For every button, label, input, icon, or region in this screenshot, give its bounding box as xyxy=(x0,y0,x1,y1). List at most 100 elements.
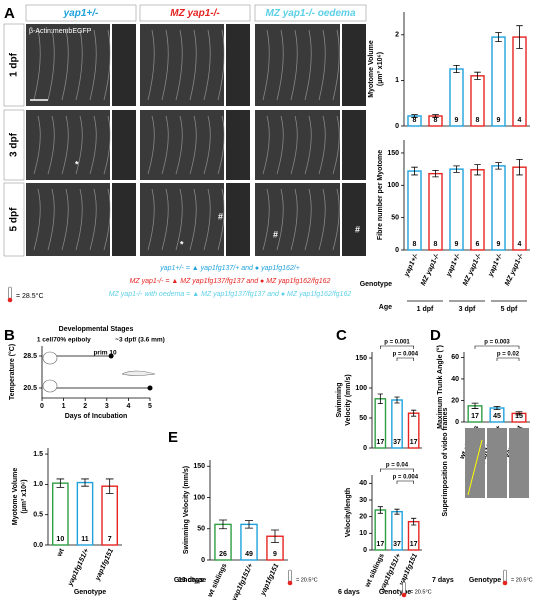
fibre-texture xyxy=(318,29,326,101)
y-tick-label: 28.5 xyxy=(23,353,37,360)
sample-size: 8 xyxy=(476,117,480,124)
stage-label: 70% epiboly xyxy=(53,337,91,344)
fibre-texture xyxy=(161,29,169,101)
y-axis-label: Swimming Velocity (mm/s) xyxy=(183,466,190,554)
y-tick-label: 0 xyxy=(395,123,399,130)
x-tick-label: wt xyxy=(56,547,66,559)
sample-size: 8 xyxy=(413,241,417,248)
row-label: 5 dpf xyxy=(9,207,20,232)
x-tick-label: 3 xyxy=(105,403,109,410)
annotation-mark: # xyxy=(355,224,360,234)
y-tick-label: 40 xyxy=(451,376,459,383)
fibre-texture xyxy=(47,188,55,251)
y-tick-label: 100 xyxy=(355,385,367,392)
x-axis-label: Days of Incubation xyxy=(65,413,128,420)
p-value: p = 0.003 xyxy=(484,340,510,346)
error-bar xyxy=(474,164,481,176)
significance-bracket xyxy=(380,468,414,472)
sample-size: 8 xyxy=(413,117,417,124)
p-value: p = 0.004 xyxy=(393,475,419,481)
micrograph-section xyxy=(342,24,366,106)
fibre-texture xyxy=(290,188,298,251)
fibre-texture xyxy=(203,115,211,175)
genotype-legend: yap1+/- = ▲ yap1fg137/+ and ● yap1fg162/… xyxy=(159,265,300,272)
stage-label: 1 cell xyxy=(37,337,53,344)
fibre-texture xyxy=(103,115,111,175)
fibre-texture xyxy=(147,115,155,175)
side-label: Superimposition of video frames xyxy=(442,407,449,516)
column-header: yap1+/- xyxy=(63,8,99,19)
fibre-texture xyxy=(161,188,169,251)
fibre-texture xyxy=(304,188,312,251)
sample-size: 17 xyxy=(376,541,384,548)
sample-size: 17 xyxy=(376,439,384,446)
p-value: p = 0.04 xyxy=(386,463,409,469)
significance-bracket xyxy=(380,345,414,349)
fibre-texture xyxy=(318,188,326,251)
micrograph xyxy=(255,110,340,180)
genotype-legend: MZ yap1-/- = ▲ MZ yap1fg137/fg137 and ● … xyxy=(130,278,331,285)
panel-letter: E xyxy=(168,429,178,446)
sample-size: 7 xyxy=(108,536,112,543)
fibre-texture xyxy=(276,115,284,175)
y-tick-label: 0 xyxy=(201,557,205,564)
thermometer xyxy=(8,286,12,300)
fibre-texture xyxy=(103,29,111,101)
temperature-note: = 20.5°C xyxy=(296,577,318,583)
micrograph-section xyxy=(226,183,250,256)
stain-label: β-Actin:membEGFP xyxy=(29,28,92,35)
y-tick-label: 0.5 xyxy=(33,512,43,519)
fibre-texture xyxy=(75,29,83,101)
y-tick-label: 50 xyxy=(197,526,205,533)
y-tick-label: 1.0 xyxy=(33,481,43,488)
sample-size: 17 xyxy=(410,541,418,548)
error-bar xyxy=(105,478,114,494)
error-bar xyxy=(56,478,65,488)
y-tick-label: 100 xyxy=(387,182,399,189)
significance-bracket xyxy=(396,480,414,484)
sample-size: 4 xyxy=(518,241,522,248)
error-bar xyxy=(218,519,228,530)
error-bar xyxy=(453,165,460,173)
micrograph-section xyxy=(342,183,366,256)
fibre-texture xyxy=(217,29,225,101)
sample-size: 9 xyxy=(273,551,277,558)
fibre-texture xyxy=(189,188,197,251)
error-bar xyxy=(515,411,523,416)
fibre-texture xyxy=(175,29,183,101)
fibre-texture xyxy=(217,115,225,175)
error-bar xyxy=(81,478,89,487)
y-tick-label: 40 xyxy=(359,480,367,487)
stage-label: ~3 dpf/ (3.6 mm) xyxy=(115,337,165,344)
annotation-mark: * xyxy=(180,239,184,249)
panel-letter: B xyxy=(4,327,15,344)
thermometer xyxy=(503,569,507,583)
column-header-box xyxy=(254,4,367,22)
panel-letter: D xyxy=(430,327,441,344)
y-tick-label: 50 xyxy=(391,214,399,221)
fibre-texture xyxy=(147,188,155,251)
column-header: MZ yap1-/- xyxy=(170,8,220,19)
fibre-texture xyxy=(103,188,111,251)
embryo-icon xyxy=(42,379,58,393)
y-axis-label: Myotome Volume xyxy=(368,40,375,98)
y-tick-label: 1 xyxy=(395,77,399,84)
temperature-note: = 20.5°C xyxy=(410,589,432,595)
sample-size: 9 xyxy=(455,117,459,124)
y-tick-label: 0 xyxy=(395,247,399,254)
significance-bracket xyxy=(396,357,414,361)
fibre-texture xyxy=(75,115,83,175)
sample-size: 8 xyxy=(434,117,438,124)
error-bar xyxy=(493,405,501,411)
thermometer-bulb xyxy=(502,580,508,586)
error-bar xyxy=(474,71,481,80)
fibre-texture xyxy=(262,115,270,175)
y-axis-label: (µm³ x10⁶) xyxy=(377,52,384,86)
sample-size: 9 xyxy=(497,241,501,248)
fibre-texture xyxy=(89,29,97,101)
age-note: 7 days xyxy=(432,577,454,584)
sample-size: 45 xyxy=(493,413,501,420)
fibre-texture xyxy=(304,29,312,101)
sample-size: 6 xyxy=(476,241,480,248)
